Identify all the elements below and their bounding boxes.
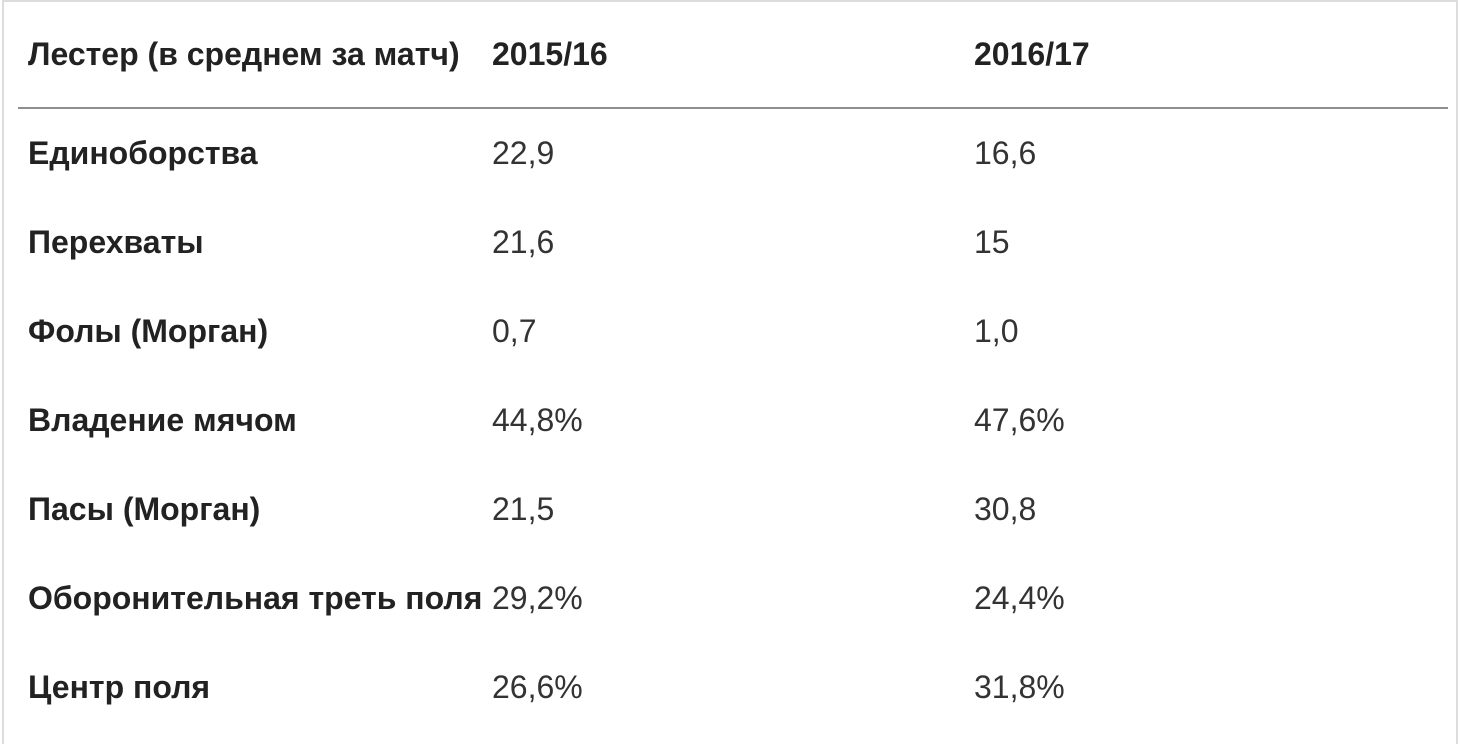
value-2015-16: 0,7 (492, 313, 537, 349)
value-2015-16: 21,6 (492, 224, 555, 260)
value-2015-16: 26,6% (492, 669, 583, 705)
table-header: Лестер (в среднем за матч) 2015/16 2016/… (18, 2, 1448, 109)
stats-table: Лестер (в среднем за матч) 2015/16 2016/… (18, 2, 1448, 732)
value-2016-17: 30,8 (974, 491, 1037, 527)
row-label: Перехваты (28, 224, 204, 260)
row-label: Оборонительная треть поля (28, 580, 483, 616)
header-season-2016-17: 2016/17 (974, 2, 1448, 109)
table-row: Центр поля 26,6% 31,8% (18, 643, 1448, 732)
value-2015-16: 21,5 (492, 491, 555, 527)
value-2015-16: 22,9 (492, 135, 555, 171)
table-row: Единоборства 22,9 16,6 (18, 108, 1448, 198)
value-2016-17: 1,0 (974, 313, 1019, 349)
table-row: Фолы (Морган) 0,7 1,0 (18, 287, 1448, 376)
row-label: Фолы (Морган) (28, 313, 269, 349)
row-label: Владение мячом (28, 402, 297, 438)
value-2016-17: 15 (974, 224, 1010, 260)
table-row: Пасы (Морган) 21,5 30,8 (18, 465, 1448, 554)
value-2015-16: 44,8% (492, 402, 583, 438)
value-2015-16: 29,2% (492, 580, 583, 616)
row-label: Центр поля (28, 669, 211, 705)
header-season-2015-16: 2015/16 (492, 2, 974, 109)
table-row: Оборонительная треть поля 29,2% 24,4% (18, 554, 1448, 643)
value-2016-17: 24,4% (974, 580, 1065, 616)
row-label: Пасы (Морган) (28, 491, 261, 527)
header-row: Лестер (в среднем за матч) 2015/16 2016/… (18, 2, 1448, 109)
value-2016-17: 16,6 (974, 135, 1037, 171)
row-label: Единоборства (28, 135, 258, 171)
table-row: Перехваты 21,6 15 (18, 198, 1448, 287)
header-team: Лестер (в среднем за матч) (18, 2, 492, 109)
table-body: Единоборства 22,9 16,6 Перехваты 21,6 15… (18, 108, 1448, 732)
value-2016-17: 47,6% (974, 402, 1065, 438)
table-row: Владение мячом 44,8% 47,6% (18, 376, 1448, 465)
value-2016-17: 31,8% (974, 669, 1065, 705)
